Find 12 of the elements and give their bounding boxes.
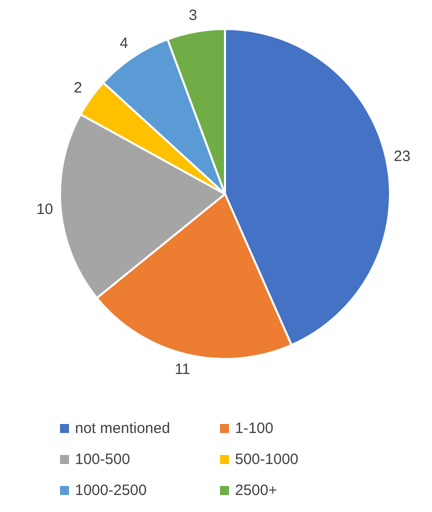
- legend-label: 1-100: [235, 420, 274, 437]
- legend-label: 2500+: [235, 482, 278, 499]
- legend-label: 500-1000: [235, 451, 298, 468]
- data-label: 2: [74, 80, 82, 97]
- data-label: 23: [394, 148, 410, 165]
- legend-label: 100-500: [75, 451, 130, 468]
- data-label: 4: [120, 35, 128, 52]
- data-label: 11: [174, 361, 190, 378]
- data-label: 10: [36, 201, 54, 218]
- legend-label: 1000-2500: [75, 482, 147, 499]
- legend-label: not mentioned: [75, 420, 170, 437]
- data-label: 3: [188, 6, 198, 24]
